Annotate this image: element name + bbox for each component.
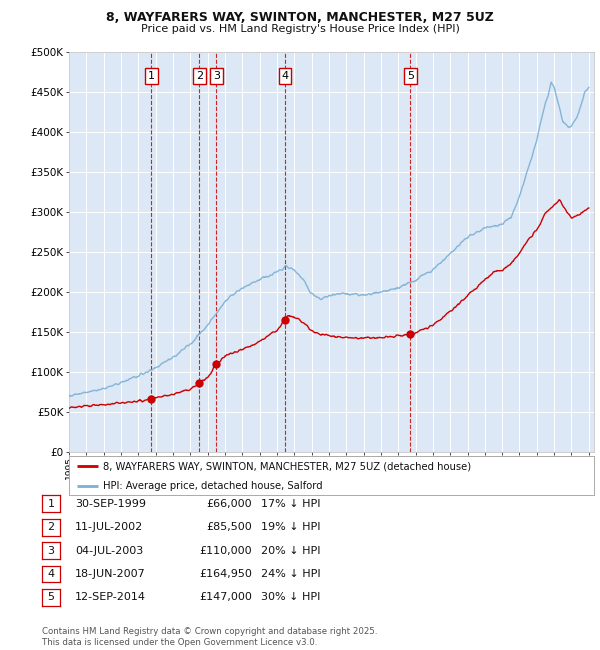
Text: HPI: Average price, detached house, Salford: HPI: Average price, detached house, Salf… (103, 480, 323, 491)
Text: £66,000: £66,000 (206, 499, 252, 509)
Text: 1: 1 (47, 499, 55, 509)
Text: 1: 1 (148, 71, 155, 81)
Text: £164,950: £164,950 (199, 569, 252, 579)
Text: 24% ↓ HPI: 24% ↓ HPI (261, 569, 320, 579)
Text: 4: 4 (281, 71, 289, 81)
Text: Price paid vs. HM Land Registry's House Price Index (HPI): Price paid vs. HM Land Registry's House … (140, 24, 460, 34)
Text: 8, WAYFARERS WAY, SWINTON, MANCHESTER, M27 5UZ: 8, WAYFARERS WAY, SWINTON, MANCHESTER, M… (106, 11, 494, 24)
Text: 19% ↓ HPI: 19% ↓ HPI (261, 522, 320, 532)
Text: £110,000: £110,000 (199, 545, 252, 556)
Text: 20% ↓ HPI: 20% ↓ HPI (261, 545, 320, 556)
Text: 30% ↓ HPI: 30% ↓ HPI (261, 592, 320, 603)
Text: 3: 3 (213, 71, 220, 81)
Text: 3: 3 (47, 545, 55, 556)
Text: £85,500: £85,500 (206, 522, 252, 532)
Text: 30-SEP-1999: 30-SEP-1999 (75, 499, 146, 509)
Text: 5: 5 (47, 592, 55, 603)
Text: 12-SEP-2014: 12-SEP-2014 (75, 592, 146, 603)
Text: £147,000: £147,000 (199, 592, 252, 603)
Text: 2: 2 (196, 71, 203, 81)
Text: 04-JUL-2003: 04-JUL-2003 (75, 545, 143, 556)
Text: 4: 4 (47, 569, 55, 579)
Text: Contains HM Land Registry data © Crown copyright and database right 2025.
This d: Contains HM Land Registry data © Crown c… (42, 627, 377, 647)
Text: 18-JUN-2007: 18-JUN-2007 (75, 569, 146, 579)
Text: 5: 5 (407, 71, 414, 81)
Text: 8, WAYFARERS WAY, SWINTON, MANCHESTER, M27 5UZ (detached house): 8, WAYFARERS WAY, SWINTON, MANCHESTER, M… (103, 461, 471, 471)
Text: 17% ↓ HPI: 17% ↓ HPI (261, 499, 320, 509)
Text: 2: 2 (47, 522, 55, 532)
Text: 11-JUL-2002: 11-JUL-2002 (75, 522, 143, 532)
